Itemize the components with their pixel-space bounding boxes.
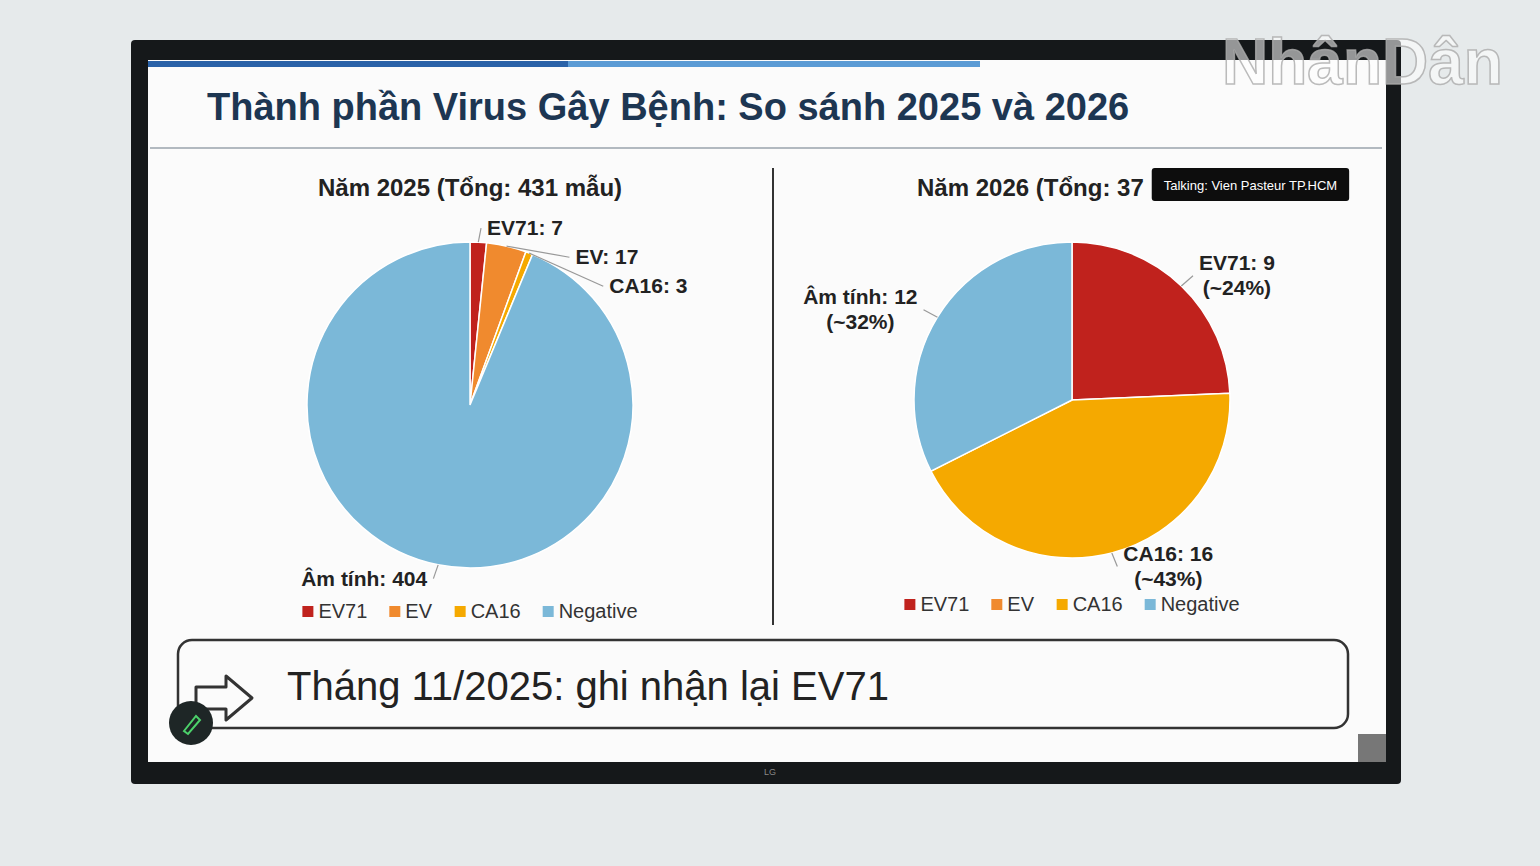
legend-label: Negative — [1161, 593, 1240, 615]
overlay-text: Talking: Vien Pasteur TP.HCM — [1164, 178, 1337, 193]
legend-swatch — [991, 599, 1002, 610]
legend-swatch — [455, 606, 466, 617]
legend: EV71 EV CA16 Negative — [302, 600, 637, 622]
legend-label: EV — [405, 600, 432, 622]
slide-title: Thành phần Virus Gây Bệnh: So sánh 2025 … — [207, 86, 1129, 128]
chart-title: Năm 2025 (Tổng: 431 mẫu) — [318, 174, 622, 201]
screen — [148, 60, 1386, 762]
data-label: EV71: 7 — [487, 216, 563, 239]
data-label: Âm tính: 12(~32%) — [803, 285, 917, 333]
legend-label: Negative — [559, 600, 638, 622]
pie-slice — [307, 242, 633, 568]
data-label-line: (~43%) — [1134, 567, 1202, 590]
data-label: EV71: 9(~24%) — [1199, 251, 1275, 299]
legend-label: EV71 — [920, 593, 969, 615]
brand: LG — [764, 767, 776, 777]
data-label: EV: 17 — [575, 245, 638, 268]
legend-label: CA16 — [471, 600, 521, 622]
pie-chart: Năm 2026 (Tổng: 37EV71: 9(~24%)CA16: 16(… — [803, 174, 1275, 615]
pen-icon — [169, 701, 213, 745]
divider — [772, 168, 774, 625]
leader-line — [924, 310, 938, 317]
data-label-line: EV71: 9 — [1199, 251, 1275, 274]
leader-line — [507, 246, 570, 257]
data-label: CA16: 3 — [609, 274, 687, 297]
data-label-line: CA16: 3 — [609, 274, 687, 297]
data-label-line: (~24%) — [1203, 276, 1271, 299]
data-label-line: Âm tính: 404 — [301, 567, 427, 590]
data-label-line: EV71: 7 — [487, 216, 563, 239]
legend-swatch — [302, 606, 313, 617]
qr-code — [1358, 734, 1386, 762]
legend-label: EV — [1007, 593, 1034, 615]
legend-label: CA16 — [1073, 593, 1123, 615]
legend: EV71 EV CA16 Negative — [904, 593, 1239, 615]
legend-swatch — [389, 606, 400, 617]
leader-line — [1112, 553, 1118, 567]
data-label-line: CA16: 16 — [1123, 542, 1213, 565]
accent-bar — [148, 61, 568, 67]
legend-label: EV71 — [318, 600, 367, 622]
tv-bezel — [131, 40, 1401, 784]
pie-chart: Năm 2025 (Tổng: 431 mẫu) EV71: 7 EV: 17 CA1… — [301, 174, 687, 622]
data-label: CA16: 16(~43%) — [1123, 542, 1213, 590]
footer-text: Tháng 11/2025: ghi nhận lại EV71 — [287, 664, 889, 708]
data-label-line: (~32%) — [826, 310, 894, 333]
data-label-line: Âm tính: 12 — [803, 285, 917, 308]
data-label: Âm tính: 404 — [301, 567, 427, 590]
page: Thành phần Virus Gây Bệnh: So sánh 2025 … — [0, 0, 1540, 866]
leader-line — [478, 228, 481, 242]
pen-icon — [184, 716, 200, 734]
legend-swatch — [543, 606, 554, 617]
leader-line — [433, 565, 438, 579]
legend-swatch — [904, 599, 915, 610]
pie-slice — [914, 242, 1072, 471]
title-rule — [150, 147, 1382, 149]
wall — [0, 0, 1540, 866]
leader-line — [1181, 276, 1193, 286]
legend-swatch — [1057, 599, 1068, 610]
caption-overlay: Talking: Vien Pasteur TP.HCM — [1152, 168, 1349, 201]
legend-swatch — [1145, 599, 1156, 610]
data-label-line: EV: 17 — [575, 245, 638, 268]
overlay-box — [1152, 168, 1349, 201]
footer-box — [178, 640, 1348, 728]
chart-title: Năm 2026 (Tổng: 37 — [917, 174, 1144, 201]
watermark: NhânDân — [1222, 26, 1503, 98]
accent-bar — [568, 61, 980, 67]
leader-line — [529, 253, 603, 286]
